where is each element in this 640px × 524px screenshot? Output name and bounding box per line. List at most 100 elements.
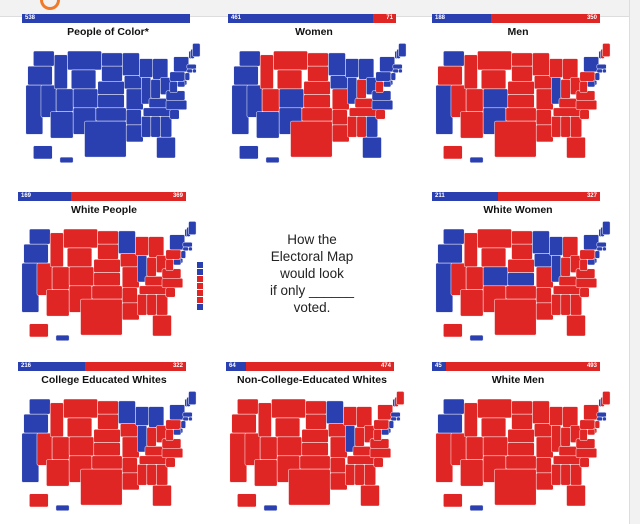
state-fl <box>566 484 586 507</box>
state-az <box>460 289 484 317</box>
state-wy <box>71 69 97 90</box>
state-pa <box>165 419 182 430</box>
state-fl <box>360 484 380 507</box>
state-fl <box>152 484 172 507</box>
state-ma <box>182 412 193 418</box>
state-pa <box>373 419 390 430</box>
state-al <box>354 464 365 486</box>
rep-ev-count: 322 <box>172 363 183 369</box>
state-ny <box>377 404 393 421</box>
state-ut <box>465 88 484 112</box>
caption-line-4: if only ______ <box>269 283 355 298</box>
state-nd <box>511 400 533 415</box>
state-ut <box>465 266 484 290</box>
state-md <box>587 429 596 436</box>
state-mn <box>326 400 344 424</box>
state-la <box>121 302 140 321</box>
state-ga <box>570 116 582 138</box>
state-ks <box>507 272 535 287</box>
state-mt <box>271 398 306 419</box>
caption-line-1: How the <box>287 232 337 247</box>
state-sd <box>305 413 327 430</box>
state-ut <box>55 88 74 112</box>
electoral-vote-bar: 188 350 <box>432 14 600 23</box>
state-ne <box>507 429 535 443</box>
state-ma <box>390 412 401 418</box>
panel-title: Men <box>507 26 529 38</box>
state-id <box>257 402 272 438</box>
state-hi <box>55 334 70 342</box>
state-md <box>173 429 182 436</box>
state-ny <box>583 56 599 73</box>
state-pa <box>169 71 186 82</box>
state-sd <box>511 243 533 260</box>
state-al <box>560 294 571 316</box>
center-caption: How the Electoral Map would look if only… <box>248 231 376 316</box>
state-ne <box>507 81 535 95</box>
state-ks <box>97 94 125 109</box>
state-ak <box>33 145 53 160</box>
state-me <box>192 43 201 57</box>
state-mi <box>148 236 165 258</box>
state-in <box>150 79 161 99</box>
state-in <box>354 427 365 447</box>
state-me <box>602 43 611 57</box>
state-ms <box>551 294 562 316</box>
state-ar <box>121 457 138 474</box>
us-map <box>231 43 407 164</box>
state-ma <box>596 412 607 418</box>
state-ga <box>156 294 168 316</box>
dem-ev-count: 64 <box>229 363 236 369</box>
state-md <box>587 259 596 266</box>
state-al <box>146 294 157 316</box>
state-ut <box>261 88 280 112</box>
panel-title: College Educated Whites <box>41 374 167 386</box>
state-ne <box>301 429 329 443</box>
state-mi <box>562 58 579 80</box>
dem-ev-count: 211 <box>435 193 445 199</box>
state-ok <box>505 107 537 122</box>
state-me <box>188 391 197 405</box>
dem-ev-segment: 188 <box>432 14 491 23</box>
state-sd <box>101 65 123 82</box>
caption-line-2: Electoral Map <box>270 249 354 264</box>
state-ms <box>551 464 562 486</box>
state-al <box>560 116 571 138</box>
state-tx <box>494 120 537 158</box>
dem-ev-count: 538 <box>25 15 36 21</box>
state-ak <box>237 493 257 508</box>
state-ms <box>137 294 148 316</box>
state-hi <box>55 504 70 512</box>
state-ks <box>301 442 329 457</box>
state-ia <box>330 75 348 90</box>
state-mi <box>562 236 579 258</box>
state-mt <box>63 398 98 419</box>
state-nd <box>307 52 329 67</box>
state-wa <box>33 50 55 67</box>
state-sc <box>165 457 176 468</box>
state-wi <box>549 236 563 256</box>
state-co <box>482 436 509 457</box>
state-wy <box>67 247 93 268</box>
state-mt <box>477 228 512 249</box>
state-ia <box>120 423 138 438</box>
state-az <box>46 289 70 317</box>
state-nj <box>184 72 190 81</box>
state-wi <box>135 236 149 256</box>
state-co <box>68 266 95 287</box>
state-fl <box>156 136 176 159</box>
state-mn <box>118 400 136 424</box>
state-ca <box>435 262 454 313</box>
state-mt <box>477 398 512 419</box>
state-id <box>463 402 478 438</box>
rep-ev-segment: 327 <box>497 192 600 201</box>
state-ct <box>186 68 193 74</box>
state-ia <box>120 253 138 268</box>
state-me <box>396 391 405 405</box>
state-wi <box>343 406 357 426</box>
state-co <box>68 436 95 457</box>
state-nc <box>165 100 188 110</box>
state-ri <box>188 246 193 252</box>
state-wi <box>549 406 563 426</box>
state-hi <box>469 504 484 512</box>
